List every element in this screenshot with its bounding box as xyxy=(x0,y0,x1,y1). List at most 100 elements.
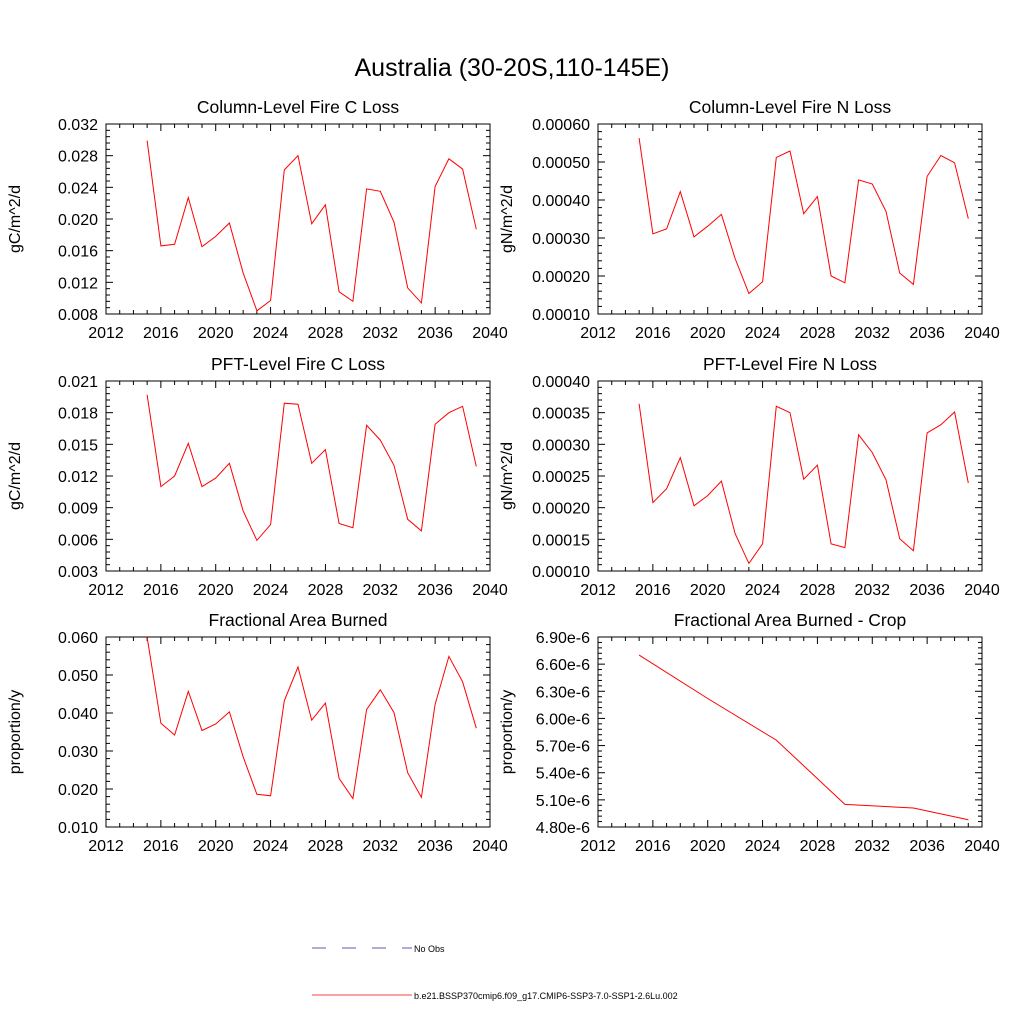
y-axis-label: gC/m^2/d xyxy=(7,442,24,510)
x-tick-label: 2032 xyxy=(854,582,890,599)
x-tick-label: 2012 xyxy=(580,838,616,855)
x-tick-label: 2016 xyxy=(143,582,179,599)
legend: No Obs b.e21.BSSP370cmip6.f09_g17.CMIP6-… xyxy=(312,944,678,1001)
panel-title: Column-Level Fire C Loss xyxy=(197,97,400,117)
y-tick-label: 0.00030 xyxy=(532,437,590,454)
x-tick-label: 2020 xyxy=(690,838,726,855)
x-tick-label: 2020 xyxy=(690,582,726,599)
x-tick-label: 2036 xyxy=(417,838,453,855)
x-tick-label: 2028 xyxy=(800,582,836,599)
panel-title: PFT-Level Fire C Loss xyxy=(211,354,385,374)
x-tick-label: 2028 xyxy=(308,325,344,342)
y-tick-label: 0.003 xyxy=(58,564,98,581)
x-tick-label: 2024 xyxy=(745,325,781,342)
x-tick-label: 2036 xyxy=(909,325,945,342)
x-tick-label: 2012 xyxy=(88,838,124,855)
x-tick-label: 2036 xyxy=(417,325,453,342)
panel-3: PFT-Level Fire C Loss gC/m^2/d 2012 2016 202… xyxy=(7,354,508,599)
x-tick-label: 2024 xyxy=(253,838,289,855)
y-tick-label: 0.040 xyxy=(58,706,98,723)
x-tick-label: 2020 xyxy=(198,582,234,599)
y-tick-label: 0.00010 xyxy=(532,564,590,581)
legend-label-model-run: b.e21.BSSP370cmip6.f09_g17.CMIP6-SSP3-7.… xyxy=(414,991,678,1001)
plot-frame xyxy=(105,636,491,828)
panel-title: Column-Level Fire N Loss xyxy=(689,97,892,117)
y-tick-label: 6.90e-6 xyxy=(536,630,590,647)
y-tick-label: 0.008 xyxy=(58,307,98,324)
y-tick-label: 0.016 xyxy=(58,244,98,261)
y-tick-label: 0.00060 xyxy=(532,117,590,134)
x-tick-label: 2028 xyxy=(308,582,344,599)
y-tick-label: 6.00e-6 xyxy=(536,711,590,728)
chart-panels: Column-Level Fire C Loss gC/m^2/d 2012 2016… xyxy=(7,97,1000,855)
x-tick-label: 2012 xyxy=(580,325,616,342)
panel-6: Fractional Area Burned - Crop proportion/… xyxy=(499,610,1000,855)
y-tick-label: 0.020 xyxy=(58,782,98,799)
panel-title: PFT-Level Fire N Loss xyxy=(703,354,877,374)
x-tick-label: 2032 xyxy=(362,838,398,855)
x-tick-label: 2036 xyxy=(909,838,945,855)
y-tick-label: 0.032 xyxy=(58,117,98,134)
y-tick-label: 6.60e-6 xyxy=(536,657,590,674)
x-tick-label: 2036 xyxy=(417,582,453,599)
y-tick-label: 0.018 xyxy=(58,406,98,423)
x-tick-label: 2020 xyxy=(690,325,726,342)
y-tick-label: 0.020 xyxy=(58,212,98,229)
x-tick-label: 2012 xyxy=(88,582,124,599)
panel-4: PFT-Level Fire N Loss gN/m^2/d 2012 2016 202… xyxy=(499,354,1000,599)
x-tick-label: 2012 xyxy=(580,582,616,599)
y-tick-label: 0.00050 xyxy=(532,155,590,172)
series-line xyxy=(146,636,477,800)
y-tick-label: 0.00020 xyxy=(532,269,590,286)
y-tick-label: 0.012 xyxy=(58,275,98,292)
x-tick-label: 2040 xyxy=(472,838,508,855)
series-line xyxy=(146,394,477,542)
panel-title: Fractional Area Burned xyxy=(209,610,388,630)
y-axis-label: gC/m^2/d xyxy=(7,185,24,253)
y-tick-label: 0.015 xyxy=(58,437,98,454)
x-tick-label: 2020 xyxy=(198,838,234,855)
y-tick-label: 5.70e-6 xyxy=(536,739,590,756)
y-axis-label: proportion/y xyxy=(7,690,24,775)
x-tick-label: 2040 xyxy=(964,582,1000,599)
x-tick-label: 2016 xyxy=(143,325,179,342)
x-tick-label: 2024 xyxy=(745,582,781,599)
x-tick-label: 2024 xyxy=(253,325,289,342)
x-tick-label: 2016 xyxy=(143,838,179,855)
x-tick-label: 2016 xyxy=(635,325,671,342)
x-tick-label: 2020 xyxy=(198,325,234,342)
y-tick-label: 0.050 xyxy=(58,668,98,685)
x-tick-label: 2040 xyxy=(472,582,508,599)
x-tick-label: 2040 xyxy=(964,325,1000,342)
y-tick-label: 0.030 xyxy=(58,744,98,761)
x-tick-label: 2016 xyxy=(635,838,671,855)
series-line xyxy=(146,140,477,312)
panel-1: Column-Level Fire C Loss gC/m^2/d 2012 2016… xyxy=(7,97,508,342)
y-tick-label: 0.00010 xyxy=(532,307,590,324)
y-tick-label: 0.006 xyxy=(58,532,98,549)
y-axis-label: gN/m^2/d xyxy=(499,442,516,510)
y-tick-label: 4.80e-6 xyxy=(536,820,590,837)
panel-title: Fractional Area Burned - Crop xyxy=(674,610,906,630)
x-tick-label: 2028 xyxy=(308,838,344,855)
x-tick-label: 2028 xyxy=(800,325,836,342)
y-tick-label: 0.012 xyxy=(58,469,98,486)
plot-frame xyxy=(597,636,983,828)
x-tick-label: 2040 xyxy=(964,838,1000,855)
x-tick-label: 2040 xyxy=(472,325,508,342)
x-tick-label: 2016 xyxy=(635,582,671,599)
x-tick-label: 2032 xyxy=(362,325,398,342)
y-tick-label: 0.024 xyxy=(58,180,98,197)
y-tick-label: 0.00015 xyxy=(532,532,590,549)
series-line xyxy=(638,138,969,295)
y-tick-label: 6.30e-6 xyxy=(536,684,590,701)
plot-frame xyxy=(105,380,491,572)
y-axis-label: proportion/y xyxy=(499,690,516,775)
y-tick-label: 0.010 xyxy=(58,820,98,837)
y-tick-label: 0.021 xyxy=(58,374,98,391)
legend-label-no-obs: No Obs xyxy=(414,944,445,954)
x-tick-label: 2024 xyxy=(253,582,289,599)
x-tick-label: 2024 xyxy=(745,838,781,855)
y-tick-label: 0.060 xyxy=(58,630,98,647)
